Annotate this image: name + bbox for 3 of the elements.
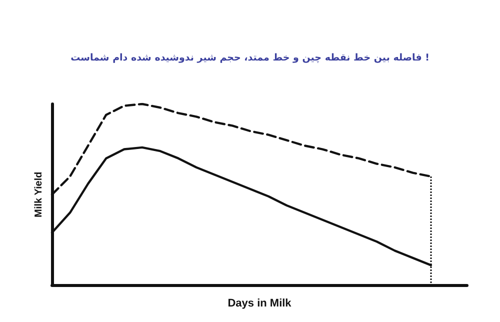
chart-title: فاصله بین خط نقطه چین و خط ممتد، حجم شیر ندوشیده شده دام شماست ! [70, 52, 430, 64]
x-axis-title: Days in Milk [228, 298, 292, 310]
y-axis-title: Milk Yield [34, 172, 44, 218]
